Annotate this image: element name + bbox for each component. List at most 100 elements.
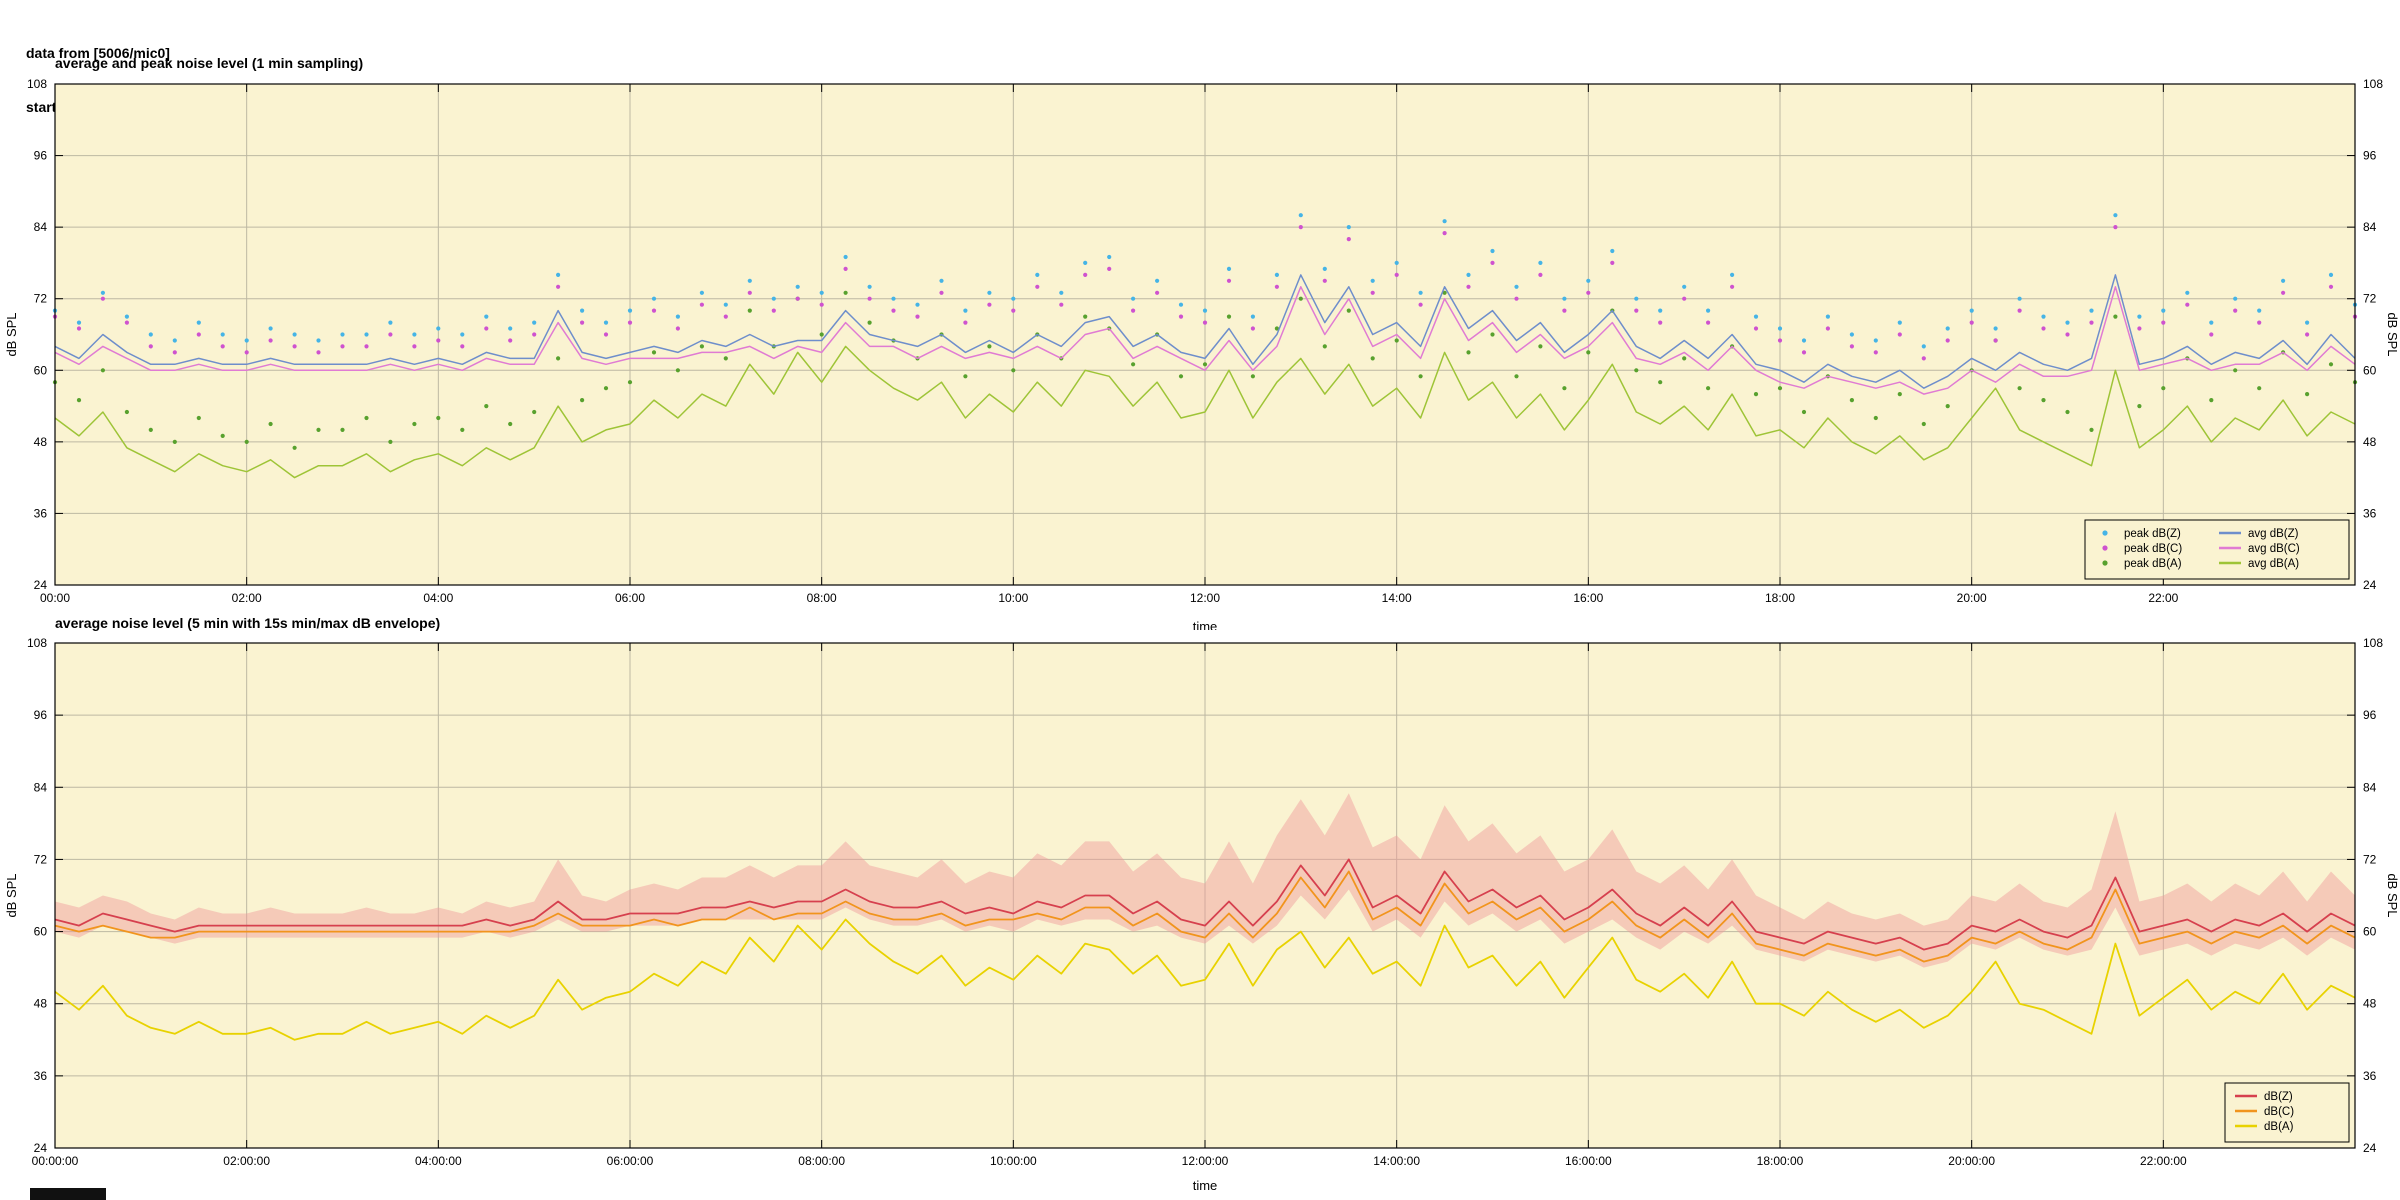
- point-peak_dba: [651, 350, 657, 355]
- legend-label: avg dB(C): [2248, 543, 2300, 555]
- point-peak_dbz: [124, 314, 129, 319]
- point-peak_dbc: [795, 296, 800, 301]
- point-peak_dbc: [1801, 350, 1807, 355]
- point-peak_dbc: [1250, 326, 1255, 331]
- point-peak_dba: [987, 344, 992, 349]
- point-peak_dbc: [196, 332, 201, 337]
- series-dbc: [54, 870, 2356, 963]
- legend-label: peak dB(Z): [2124, 528, 2181, 540]
- point-peak_dbc: [2209, 332, 2214, 337]
- point-peak_dbc: [723, 314, 728, 319]
- series-env_dbz: [55, 793, 2355, 968]
- point-peak_dbz: [1969, 308, 1974, 313]
- point-peak_dbz: [1442, 219, 1447, 224]
- point-peak_dbz: [2305, 320, 2310, 325]
- point-peak_dbc: [603, 332, 609, 337]
- point-peak_dba: [1634, 368, 1639, 373]
- point-peak_dbc: [532, 332, 537, 337]
- point-peak_dbc: [1945, 338, 1950, 343]
- point-peak_dbz: [1298, 213, 1303, 218]
- point-peak_dbz: [1418, 290, 1423, 295]
- point-peak_dba: [100, 368, 105, 373]
- point-peak_dbz: [2233, 296, 2238, 301]
- x-tick-label: 08:00:00: [798, 1154, 845, 1168]
- point-peak_dba: [1466, 350, 1471, 355]
- point-peak_dbc: [148, 344, 153, 349]
- point-peak_dbz: [1178, 302, 1184, 307]
- point-peak_dbz: [2185, 290, 2190, 295]
- point-peak_dbz: [1131, 296, 1136, 301]
- plot-border: [54, 83, 2356, 586]
- point-peak_dbc: [2113, 225, 2118, 230]
- point-peak_dbz: [939, 278, 944, 283]
- point-peak_dbc: [1682, 296, 1687, 301]
- point-peak_dbc: [268, 338, 273, 343]
- legend-label: dB(Z): [2264, 1091, 2293, 1103]
- series-peak_dbc: [52, 225, 2358, 361]
- point-peak_dbc: [1706, 320, 1711, 325]
- y-tick-label-left: 60: [34, 363, 48, 377]
- point-peak_dbz: [1586, 278, 1591, 283]
- point-peak_dbc: [2041, 326, 2046, 331]
- y-tick-label-right: 96: [2363, 149, 2377, 163]
- point-peak_dbc: [1993, 338, 1998, 343]
- point-peak_dbc: [1035, 284, 1040, 289]
- point-peak_dba: [508, 421, 513, 427]
- series-dba: [54, 918, 2356, 1041]
- point-peak_dbc: [124, 320, 129, 325]
- y-tick-label-right: 36: [2363, 506, 2377, 520]
- point-peak_dba: [268, 421, 273, 427]
- point-peak_dba: [220, 433, 225, 438]
- top-chart: average and peak noise level (1 min samp…: [4, 55, 2400, 630]
- plot-border: [54, 642, 2356, 1149]
- point-peak_dbc: [1083, 272, 1088, 277]
- point-peak_dba: [1370, 356, 1375, 361]
- point-peak_dbc: [1610, 260, 1615, 265]
- x-tick-label: 20:00: [1957, 591, 1987, 605]
- point-peak_dbz: [172, 338, 177, 343]
- point-peak_dbz: [1202, 308, 1208, 313]
- y-axis-title-right: dB SPL: [2385, 312, 2400, 356]
- point-peak_dbc: [771, 308, 776, 313]
- point-peak_dbz: [1394, 260, 1399, 265]
- y-tick-label-right: 24: [2363, 578, 2377, 592]
- point-peak_dba: [627, 380, 633, 385]
- y-tick-label-left: 24: [34, 578, 48, 592]
- point-peak_dbc: [1562, 308, 1567, 313]
- x-tick-label: 16:00: [1573, 591, 1603, 605]
- point-peak_dba: [1538, 344, 1543, 349]
- point-peak_dbc: [675, 326, 681, 331]
- point-peak_dba: [2041, 398, 2046, 403]
- point-peak_dbz: [1250, 314, 1255, 319]
- point-peak_dba: [867, 320, 872, 325]
- x-tick-label: 14:00: [1382, 591, 1412, 605]
- legend-label: peak dB(A): [2124, 558, 2182, 570]
- x-tick-label: 08:00: [807, 591, 837, 605]
- point-peak_dba: [2305, 392, 2310, 397]
- point-peak_dba: [2328, 362, 2334, 367]
- point-peak_dba: [1490, 332, 1495, 337]
- chart-title: average noise level (5 min with 15s min/…: [55, 615, 440, 631]
- legend-label: dB(A): [2264, 1121, 2294, 1133]
- point-peak_dbc: [1514, 296, 1519, 301]
- point-peak_dbc: [747, 290, 752, 295]
- point-peak_dbz: [2161, 308, 2166, 313]
- point-peak_dbc: [1753, 326, 1759, 331]
- point-peak_dbc: [1322, 278, 1327, 283]
- point-peak_dbz: [1634, 296, 1639, 301]
- point-peak_dbz: [268, 326, 273, 331]
- y-tick-label-right: 108: [2363, 77, 2383, 91]
- point-peak_dbz: [795, 284, 800, 289]
- point-peak_dbz: [747, 278, 752, 283]
- point-peak_dbz: [1610, 248, 1615, 254]
- series-avg_dbc: [54, 286, 2356, 395]
- point-peak_dbc: [2089, 320, 2094, 325]
- point-peak_dbz: [1897, 320, 1902, 325]
- point-peak_dbc: [2305, 332, 2310, 337]
- point-peak_dba: [364, 415, 369, 421]
- point-peak_dbc: [1466, 284, 1471, 289]
- point-peak_dbz: [436, 326, 441, 331]
- point-peak_dbc: [388, 332, 393, 337]
- y-tick-label-left: 24: [34, 1141, 48, 1155]
- legend-sample-point: [2102, 545, 2108, 551]
